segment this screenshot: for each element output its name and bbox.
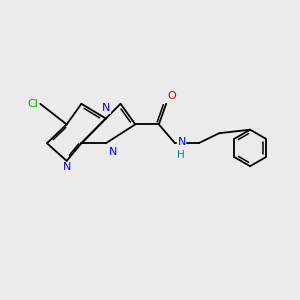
Text: Cl: Cl xyxy=(28,99,39,109)
Text: N: N xyxy=(110,147,118,157)
Text: N: N xyxy=(62,162,71,172)
Text: H: H xyxy=(177,150,185,160)
Text: N: N xyxy=(102,103,111,113)
Text: N: N xyxy=(177,137,186,147)
Text: O: O xyxy=(168,91,176,101)
